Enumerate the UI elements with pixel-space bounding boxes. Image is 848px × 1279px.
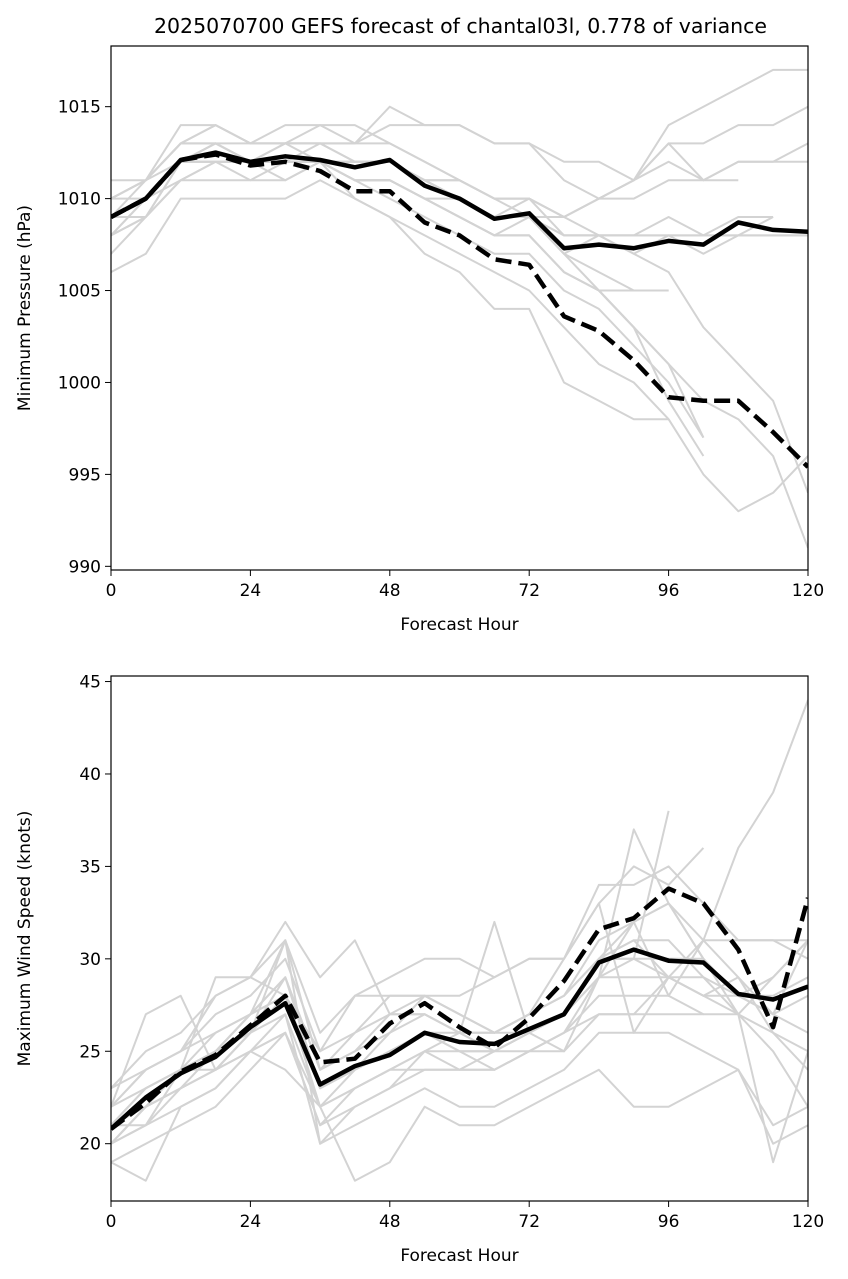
pressure-y-tick-label: 1000: [58, 373, 101, 393]
pressure-member-line: [111, 160, 808, 494]
wind-member-line: [111, 699, 808, 1145]
pressure-x-tick-label: 72: [518, 581, 540, 601]
wind-member-line: [111, 1050, 808, 1182]
wind-x-tick-label: 48: [379, 1212, 401, 1232]
pressure-member-line: [111, 160, 705, 439]
wind-dashed-line: [111, 886, 808, 1131]
wind-x-tick-label: 96: [658, 1212, 680, 1232]
pressure-member-line: [111, 160, 669, 421]
wind-plot-area: [111, 699, 808, 1182]
pressure-x-tick-label: 48: [379, 581, 401, 601]
wind-x-tick-label: 24: [240, 1212, 262, 1232]
wind-member-line: [111, 902, 808, 1090]
pressure-member-line: [111, 160, 774, 237]
wind-x-tick-label: 72: [518, 1212, 540, 1232]
wind-y-tick-label: 20: [79, 1135, 101, 1155]
wind-y-tick-label: 40: [79, 765, 101, 785]
wind-axes-frame: [110, 675, 809, 1202]
pressure-panel: 0 24 48 72 96 120 990 995 1000 1005 1010 1015 Foreca…: [15, 14, 824, 635]
pressure-member-line: [111, 68, 808, 182]
wind-y-tick-label: 30: [79, 950, 101, 970]
wind-y-tick-label: 45: [79, 673, 101, 693]
pressure-y-tick-label: 1005: [58, 282, 101, 302]
pressure-chart-title: 2025070700 GEFS forecast of chantal03l, …: [154, 14, 767, 38]
pressure-mean-line: [111, 150, 808, 251]
wind-member-line: [111, 920, 808, 1145]
pressure-x-tick-label: 0: [106, 581, 117, 601]
wind-x-axis-label: Forecast Hour: [400, 1246, 518, 1266]
pressure-x-tick-label: 120: [792, 581, 824, 601]
wind-member-line: [111, 1013, 808, 1145]
pressure-x-tick-label: 96: [658, 581, 680, 601]
pressure-y-axis-label: Minimum Pressure (hPa): [15, 205, 35, 411]
wind-mean-line: [111, 947, 808, 1131]
pressure-y-tick-label: 1010: [58, 190, 101, 210]
wind-y-axis-label: Maximum Wind Speed (knots): [15, 811, 35, 1067]
pressure-plot-area: [111, 68, 808, 549]
pressure-member-line: [111, 179, 808, 513]
wind-y-tick-label: 35: [79, 857, 101, 877]
pressure-y-tick-label: 1015: [58, 98, 101, 118]
pressure-x-axis-label: Forecast Hour: [400, 615, 518, 635]
pressure-x-tick-label: 24: [240, 581, 262, 601]
wind-x-tick-label: 0: [106, 1212, 117, 1232]
pressure-dashed-line: [111, 152, 808, 469]
wind-x-tick-label: 120: [792, 1212, 824, 1232]
pressure-y-tick-label: 990: [69, 557, 101, 577]
wind-y-tick-label: 25: [79, 1042, 101, 1062]
pressure-axes-frame: [110, 45, 809, 571]
pressure-member-line: [111, 160, 808, 549]
pressure-y-tick-label: 995: [69, 465, 101, 485]
wind-panel: 0 24 48 72 96 120 20 25 30 35 40 45 Forecast Hour Max…: [15, 673, 824, 1266]
pressure-member-line: [111, 160, 705, 439]
wind-member-line: [111, 939, 808, 1108]
wind-member-line: [111, 828, 808, 1145]
pressure-member-line: [111, 142, 808, 218]
